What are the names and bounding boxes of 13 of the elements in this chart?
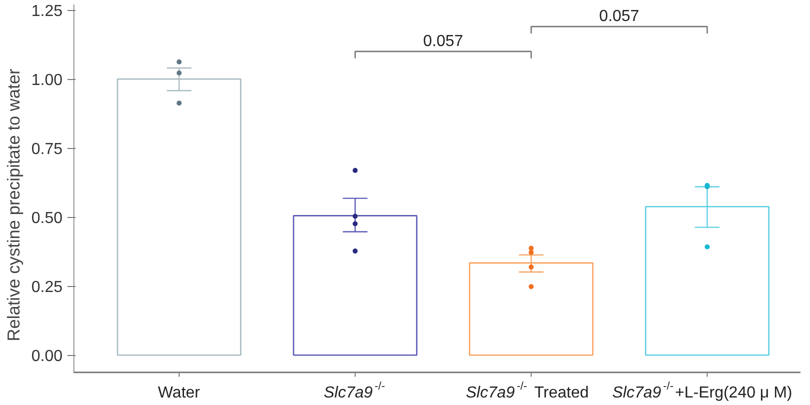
y-tick-label: 0.75 — [31, 141, 63, 158]
y-tick-label: 0.50 — [31, 210, 63, 228]
y-tick-label: 0.00 — [31, 348, 63, 366]
y-axis-title: Relative cystine precipitate to water — [3, 68, 24, 342]
x-tick-label: Water — [158, 384, 201, 402]
y-tick-label: 1.25 — [31, 3, 63, 20]
y-tick-label: 0.25 — [31, 279, 63, 296]
y-tick-label: 1.00 — [31, 72, 63, 90]
annotation: 0.057 — [599, 8, 640, 26]
annotation: 0.057 — [423, 32, 464, 50]
x-tick-label: Slc7a9-/- — [324, 380, 386, 402]
x-tick-label: Slc7a9-/-+L-Erg(240 μ M) — [612, 380, 792, 402]
x-tick-label: Slc7a9-/- Treated — [466, 380, 589, 402]
